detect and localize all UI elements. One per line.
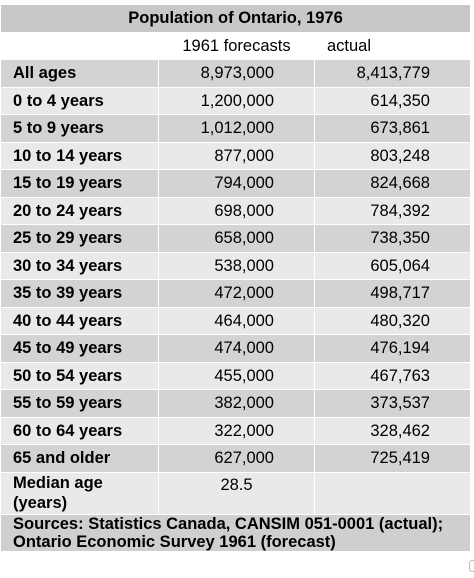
- table-row: 65 and older 627,000 725,419: [0, 444, 471, 473]
- row-label: 55 to 59 years: [0, 389, 159, 418]
- table-row: 20 to 24 years 698,000 784,392: [0, 196, 471, 225]
- median-row: Median age (years) 28.5: [0, 471, 471, 515]
- header-actual: actual: [314, 31, 471, 60]
- actual-value: 725,419: [314, 444, 471, 473]
- row-label: 50 to 54 years: [0, 361, 159, 390]
- row-label: 65 and older: [0, 444, 159, 473]
- forecast-value: 8,973,000: [158, 59, 315, 88]
- table-row: 40 to 44 years 464,000 480,320: [0, 306, 471, 335]
- median-forecast: 28.5: [158, 471, 315, 515]
- forecast-value: 382,000: [158, 389, 315, 418]
- actual-value: 498,717: [314, 279, 471, 308]
- table-row: 10 to 14 years 877,000 803,248: [0, 141, 471, 170]
- actual-value: 8,413,779: [314, 59, 471, 88]
- edge-handle: [469, 560, 474, 572]
- row-label: 15 to 19 years: [0, 169, 159, 198]
- row-label: 0 to 4 years: [0, 86, 159, 115]
- table-row: 0 to 4 years 1,200,000 614,350: [0, 86, 471, 115]
- header-row: 1961 forecasts actual: [0, 31, 471, 60]
- row-label: 35 to 39 years: [0, 279, 159, 308]
- forecast-value: 877,000: [158, 141, 315, 170]
- forecast-value: 472,000: [158, 279, 315, 308]
- row-label: 40 to 44 years: [0, 306, 159, 335]
- table-row: 25 to 29 years 658,000 738,350: [0, 224, 471, 253]
- header-cell-empty: [0, 31, 159, 60]
- table-row: 50 to 54 years 455,000 467,763: [0, 361, 471, 390]
- forecast-value: 474,000: [158, 334, 315, 363]
- median-actual: [314, 471, 471, 515]
- forecast-value: 1,200,000: [158, 86, 315, 115]
- row-label: 10 to 14 years: [0, 141, 159, 170]
- actual-value: 605,064: [314, 251, 471, 280]
- forecast-value: 538,000: [158, 251, 315, 280]
- table-row: 35 to 39 years 472,000 498,717: [0, 279, 471, 308]
- actual-value: 476,194: [314, 334, 471, 363]
- table-row: 60 to 64 years 322,000 328,462: [0, 416, 471, 445]
- actual-value: 824,668: [314, 169, 471, 198]
- row-label: 25 to 29 years: [0, 224, 159, 253]
- actual-value: 803,248: [314, 141, 471, 170]
- row-label: 30 to 34 years: [0, 251, 159, 280]
- table-title: Population of Ontario, 1976: [0, 4, 471, 33]
- forecast-value: 627,000: [158, 444, 315, 473]
- row-label: All ages: [0, 59, 159, 88]
- row-label: 60 to 64 years: [0, 416, 159, 445]
- table-row: 15 to 19 years 794,000 824,668: [0, 169, 471, 198]
- forecast-value: 455,000: [158, 361, 315, 390]
- table-row: 30 to 34 years 538,000 605,064: [0, 251, 471, 280]
- actual-value: 328,462: [314, 416, 471, 445]
- table-row: 55 to 59 years 382,000 373,537: [0, 389, 471, 418]
- actual-value: 784,392: [314, 196, 471, 225]
- table-row: 45 to 49 years 474,000 476,194: [0, 334, 471, 363]
- forecast-value: 794,000: [158, 169, 315, 198]
- forecast-value: 658,000: [158, 224, 315, 253]
- median-label: Median age (years): [0, 471, 159, 515]
- header-forecast: 1961 forecasts: [158, 31, 315, 60]
- forecast-value: 1,012,000: [158, 114, 315, 143]
- forecast-value: 322,000: [158, 416, 315, 445]
- source-note: Sources: Statistics Canada, CANSIM 051-0…: [0, 513, 471, 553]
- row-label: 5 to 9 years: [0, 114, 159, 143]
- actual-value: 614,350: [314, 86, 471, 115]
- population-table: Population of Ontario, 1976 1961 forecas…: [0, 4, 471, 553]
- actual-value: 373,537: [314, 389, 471, 418]
- actual-value: 673,861: [314, 114, 471, 143]
- forecast-value: 464,000: [158, 306, 315, 335]
- table-row: 5 to 9 years 1,012,000 673,861: [0, 114, 471, 143]
- forecast-value: 698,000: [158, 196, 315, 225]
- row-label: 45 to 49 years: [0, 334, 159, 363]
- row-label: 20 to 24 years: [0, 196, 159, 225]
- actual-value: 738,350: [314, 224, 471, 253]
- actual-value: 467,763: [314, 361, 471, 390]
- table-row: All ages 8,973,000 8,413,779: [0, 59, 471, 88]
- source-row: Sources: Statistics Canada, CANSIM 051-0…: [0, 513, 471, 553]
- actual-value: 480,320: [314, 306, 471, 335]
